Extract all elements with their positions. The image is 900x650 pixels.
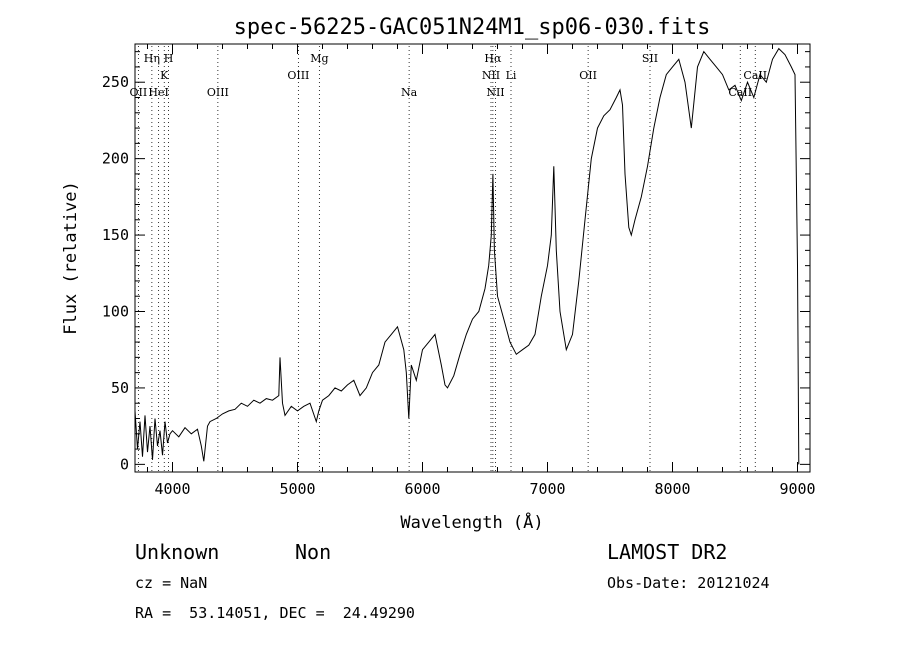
x-tick-label: 4000 [154, 480, 190, 498]
obs-date: Obs-Date: 20121024 [607, 574, 770, 592]
line-marker-label: CaII [728, 86, 752, 99]
spectrum-line [134, 47, 800, 465]
subclass-label: Non [295, 540, 332, 564]
y-tick-label: 50 [111, 379, 129, 397]
y-axis-label: Flux (relative) [61, 181, 81, 335]
cz-value: cz = NaN [135, 574, 208, 592]
survey-label: LAMOST DR2 [607, 540, 728, 564]
line-marker-label: CaII [743, 69, 767, 82]
line-marker-label: SII [642, 52, 658, 65]
y-axis-ticks: 0 50 100 150 200 250 [102, 51, 810, 473]
line-marker-label: HeI [148, 86, 168, 99]
line-marker-label: NII [486, 86, 504, 99]
y-tick-label: 200 [102, 150, 129, 168]
y-tick-label: 250 [102, 73, 129, 91]
line-marker-label: OIII [207, 86, 229, 99]
line-marker-label: Na [401, 86, 418, 99]
line-marker-label: NII [482, 69, 500, 82]
line-marker-label: OIII [287, 69, 309, 82]
x-tick-label: 8000 [654, 480, 690, 498]
x-tick-label: 7000 [529, 480, 565, 498]
line-marker-label: Hα [484, 52, 502, 65]
x-axis-label: Wavelength (Å) [400, 511, 543, 533]
x-axis-ticks: 4000 5000 6000 7000 8000 9000 [147, 44, 816, 498]
coordinates: RA = 53.14051, DEC = 24.49290 [135, 604, 415, 622]
y-tick-label: 150 [102, 226, 129, 244]
line-marker-label: Hη [144, 52, 160, 65]
line-marker-label: OII [579, 69, 597, 82]
y-tick-label: 100 [102, 303, 129, 321]
line-marker-label: K [160, 69, 169, 82]
x-tick-label: 5000 [279, 480, 315, 498]
y-tick-label: 0 [120, 455, 129, 473]
class-label: Unknown [135, 540, 220, 564]
chart-title: spec-56225-GAC051N24M1_sp06-030.fits [234, 15, 711, 40]
line-marker-label: Li [506, 69, 517, 82]
x-tick-label: 6000 [404, 480, 440, 498]
line-marker-label: Mg [310, 52, 328, 65]
line-marker-label: H [164, 52, 174, 65]
line-marker-label: OII [130, 86, 148, 99]
x-tick-label: 9000 [779, 480, 815, 498]
